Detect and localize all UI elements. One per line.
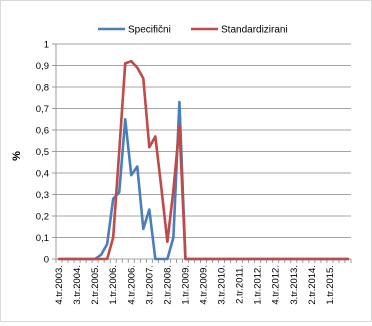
y-tick-label: 0,4	[36, 169, 49, 180]
x-tick-label: 2.tr.2005.	[90, 265, 101, 305]
y-tick-label: 0	[44, 255, 49, 266]
x-tick-label: 3.tr.2007.	[144, 265, 155, 305]
x-tick-label: 4.tr.2009.	[199, 265, 210, 305]
y-tick-label: 0,3	[36, 190, 49, 201]
y-tick-label: 0,5	[36, 147, 49, 158]
y-tick-label: 0,6	[36, 126, 49, 137]
y-tick-label: 0,2	[36, 212, 49, 223]
x-tick-label: 1.tr.2012.	[253, 265, 264, 305]
legend-label: Standardizirani	[221, 25, 288, 36]
x-tick-label: 1.tr.2006.	[108, 265, 119, 305]
y-axis-ticks: 0 0,1 0,2 0,3 0,4 0,5 0,6 0,7 0,8 0,9 1	[36, 40, 49, 266]
legend-label: Specifični	[128, 25, 171, 36]
x-tick-label: 1.tr.2009.	[180, 265, 191, 305]
x-tick-label: 4.tr.2003.	[54, 265, 65, 305]
x-tick-label: 2.tr.2011.	[235, 265, 246, 304]
y-tick-label: 1	[44, 40, 49, 51]
x-tick-label: 4.tr.2006.	[126, 265, 137, 305]
y-tick-label: 0,7	[36, 104, 49, 115]
x-tick-label: 4.tr.2012.	[271, 265, 282, 305]
axes	[55, 44, 352, 263]
x-tick-label: 1.tr.2015.	[325, 265, 336, 305]
x-tick-label: 2.tr.2008.	[162, 265, 173, 305]
line-chart: Specifični Standardizirani 00,10,20,30,40…	[11, 25, 352, 305]
x-tick-label: 3.tr.2004.	[72, 265, 83, 305]
legend: Specifični Standardizirani	[98, 25, 288, 36]
x-axis-ticks: 4.tr.2003. 3.tr.2004. 2.tr.2005. 1.tr.2006.…	[54, 265, 336, 305]
series-line-standardizirani	[57, 59, 350, 261]
y-tick-label: 0,1	[36, 233, 49, 244]
x-tick-label: 3.tr.2013.	[289, 265, 300, 305]
series-lines	[57, 59, 350, 261]
y-tick-label: 0,9	[36, 61, 49, 72]
x-tick-label: 2.tr.2014.	[307, 265, 318, 305]
series-line-specifični	[57, 100, 350, 261]
y-tick-label: 0,8	[36, 83, 49, 94]
gridlines	[52, 43, 351, 260]
x-tick-label: 3.tr.2010.	[217, 265, 228, 305]
y-axis-label: %	[11, 151, 23, 161]
